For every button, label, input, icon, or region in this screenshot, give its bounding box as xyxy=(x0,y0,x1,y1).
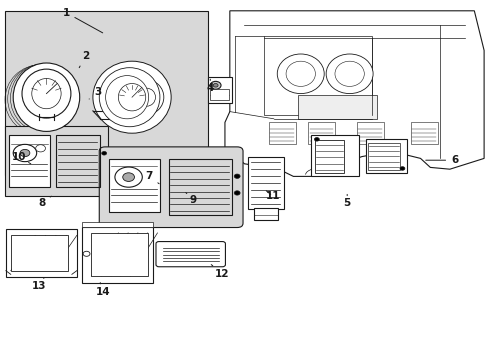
Ellipse shape xyxy=(93,61,171,133)
Bar xyxy=(5,126,107,196)
Bar xyxy=(91,233,147,276)
Bar xyxy=(268,122,295,144)
Bar xyxy=(314,140,344,173)
Ellipse shape xyxy=(13,144,37,162)
Ellipse shape xyxy=(115,167,142,187)
Bar xyxy=(356,122,383,144)
Bar xyxy=(410,122,437,144)
Polygon shape xyxy=(224,11,483,176)
Text: 9: 9 xyxy=(185,193,196,205)
Text: 7: 7 xyxy=(145,171,159,184)
Bar xyxy=(168,159,232,215)
Bar xyxy=(6,229,77,277)
Ellipse shape xyxy=(99,68,160,127)
Ellipse shape xyxy=(138,88,155,106)
Bar xyxy=(248,157,283,209)
Bar xyxy=(81,227,152,283)
Text: 2: 2 xyxy=(79,51,89,68)
Text: 1: 1 xyxy=(62,8,102,33)
Text: 5: 5 xyxy=(343,194,350,208)
Ellipse shape xyxy=(213,84,218,87)
Ellipse shape xyxy=(234,174,240,178)
Bar xyxy=(11,235,68,271)
Text: 12: 12 xyxy=(211,265,229,279)
Ellipse shape xyxy=(129,80,163,114)
Bar xyxy=(365,139,407,173)
Ellipse shape xyxy=(83,251,90,256)
Text: 8: 8 xyxy=(38,196,51,208)
Ellipse shape xyxy=(13,63,80,131)
Text: 4: 4 xyxy=(206,79,214,93)
FancyBboxPatch shape xyxy=(99,147,243,228)
Text: 3: 3 xyxy=(89,87,101,99)
Ellipse shape xyxy=(210,81,221,89)
Bar xyxy=(207,77,232,103)
Text: 6: 6 xyxy=(425,155,457,165)
Bar xyxy=(109,159,160,212)
Ellipse shape xyxy=(277,54,324,94)
Ellipse shape xyxy=(36,145,45,152)
Polygon shape xyxy=(5,11,207,175)
Ellipse shape xyxy=(399,167,404,170)
Bar xyxy=(307,122,334,144)
Ellipse shape xyxy=(105,76,148,119)
Ellipse shape xyxy=(118,84,145,111)
Bar xyxy=(210,89,228,100)
Ellipse shape xyxy=(122,173,134,181)
FancyBboxPatch shape xyxy=(156,242,225,267)
Bar xyxy=(367,143,399,170)
Text: 13: 13 xyxy=(32,278,46,291)
Bar xyxy=(81,222,152,227)
Bar xyxy=(264,36,371,115)
Ellipse shape xyxy=(334,61,364,86)
Bar xyxy=(9,135,50,187)
Text: 11: 11 xyxy=(265,191,280,201)
Bar xyxy=(254,208,277,220)
Ellipse shape xyxy=(234,191,240,195)
Ellipse shape xyxy=(20,149,30,157)
Ellipse shape xyxy=(314,138,319,141)
Ellipse shape xyxy=(285,61,315,86)
Ellipse shape xyxy=(22,69,71,118)
Ellipse shape xyxy=(102,152,106,155)
Ellipse shape xyxy=(325,54,372,94)
Text: 14: 14 xyxy=(95,283,110,297)
Bar xyxy=(310,135,358,176)
Bar xyxy=(56,135,100,187)
Text: 10: 10 xyxy=(11,152,31,164)
Ellipse shape xyxy=(32,78,61,109)
Bar xyxy=(298,95,376,119)
